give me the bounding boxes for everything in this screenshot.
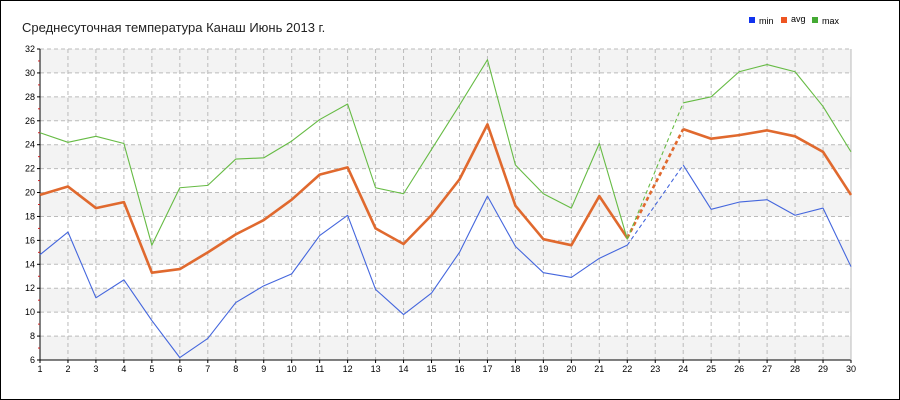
x-tick-label: 11 bbox=[315, 364, 324, 374]
x-tick-label: 9 bbox=[261, 364, 266, 374]
x-tick-label: 4 bbox=[121, 364, 126, 374]
x-tick-label: 13 bbox=[371, 364, 381, 374]
series-max bbox=[39, 59, 852, 246]
legend-label-max: max bbox=[822, 16, 840, 26]
y-tick-label: 32 bbox=[25, 44, 35, 54]
plot-bands bbox=[40, 49, 851, 360]
series-line-max bbox=[39, 59, 628, 246]
x-tick-label: 12 bbox=[343, 364, 353, 374]
series-line-min bbox=[39, 195, 628, 359]
y-tick-label: 28 bbox=[25, 92, 35, 102]
series-line-max bbox=[683, 64, 852, 153]
x-tick-label: 17 bbox=[482, 364, 492, 374]
x-tick-labels: 1 2 3 4 5 6 7 8 9 10 11 12 13 14 15 16 17 18 19 20 21 22 23 24 2… bbox=[37, 360, 856, 374]
x-tick-label: 26 bbox=[734, 364, 744, 374]
x-tick-label: 15 bbox=[427, 364, 437, 374]
x-tick-label: 3 bbox=[93, 364, 98, 374]
y-tick-label: 20 bbox=[25, 188, 35, 198]
y-tick-label: 6 bbox=[30, 355, 35, 365]
x-tick-label: 2 bbox=[65, 364, 70, 374]
series-avg bbox=[39, 123, 853, 274]
y-tick-label: 30 bbox=[25, 68, 35, 78]
legend: min avg max bbox=[749, 14, 840, 26]
x-tick-label: 16 bbox=[454, 364, 464, 374]
x-tick-label: 8 bbox=[233, 364, 238, 374]
legend-swatch-min bbox=[749, 17, 755, 23]
x-tick-label: 27 bbox=[762, 364, 772, 374]
x-tick-label: 1 bbox=[37, 364, 42, 374]
x-tick-label: 18 bbox=[510, 364, 520, 374]
series-line-min bbox=[682, 164, 852, 267]
plot-band bbox=[40, 96, 851, 121]
x-tick-label: 28 bbox=[790, 364, 800, 374]
y-tick-label: 16 bbox=[25, 235, 35, 245]
x-tick-label: 6 bbox=[177, 364, 182, 374]
y-tick-label: 26 bbox=[25, 116, 35, 126]
gap-bridge-avg bbox=[626, 128, 685, 239]
x-tick-label: 7 bbox=[205, 364, 210, 374]
gap-bridge-min bbox=[626, 164, 684, 246]
x-tick-label: 25 bbox=[706, 364, 716, 374]
chart-title: Среднесуточная температура Канаш Июнь 20… bbox=[22, 20, 325, 35]
plot-band bbox=[40, 288, 851, 313]
plot-band bbox=[40, 240, 851, 265]
x-tick-label: 19 bbox=[538, 364, 548, 374]
y-tick-label: 14 bbox=[25, 259, 35, 269]
gap-bridge-max bbox=[626, 102, 684, 240]
x-tick-label: 22 bbox=[622, 364, 632, 374]
y-tick-label: 22 bbox=[25, 164, 35, 174]
series-line-avg bbox=[682, 127, 853, 196]
series-min bbox=[39, 164, 852, 359]
x-tick-label: 23 bbox=[650, 364, 660, 374]
legend-swatch-max bbox=[812, 17, 818, 23]
x-tick-label: 20 bbox=[566, 364, 576, 374]
plot-band bbox=[40, 49, 851, 73]
legend-label-min: min bbox=[759, 16, 774, 26]
y-tick-label: 10 bbox=[25, 307, 35, 317]
x-tick-label: 5 bbox=[149, 364, 154, 374]
x-tick-label: 24 bbox=[678, 364, 688, 374]
y-tick-label: 8 bbox=[30, 331, 35, 341]
y-tick-label: 12 bbox=[25, 283, 35, 293]
y-tick-label: 18 bbox=[25, 211, 35, 221]
y-tick-label: 24 bbox=[25, 140, 35, 150]
series-line-avg bbox=[39, 123, 629, 274]
x-tick-label: 14 bbox=[399, 364, 409, 374]
plot-band bbox=[40, 144, 851, 169]
x-tick-label: 10 bbox=[287, 364, 297, 374]
plot-band bbox=[40, 336, 851, 360]
x-tick-label: 21 bbox=[594, 364, 604, 374]
y-tick-labels: 6 8 10 12 14 16 18 20 22 24 26 28 30 32 bbox=[25, 44, 40, 365]
series-lines bbox=[39, 59, 853, 359]
legend-swatch-avg bbox=[781, 17, 787, 23]
legend-label-avg: avg bbox=[791, 14, 806, 24]
x-tick-label: 30 bbox=[846, 364, 856, 374]
x-tick-label: 29 bbox=[818, 364, 828, 374]
